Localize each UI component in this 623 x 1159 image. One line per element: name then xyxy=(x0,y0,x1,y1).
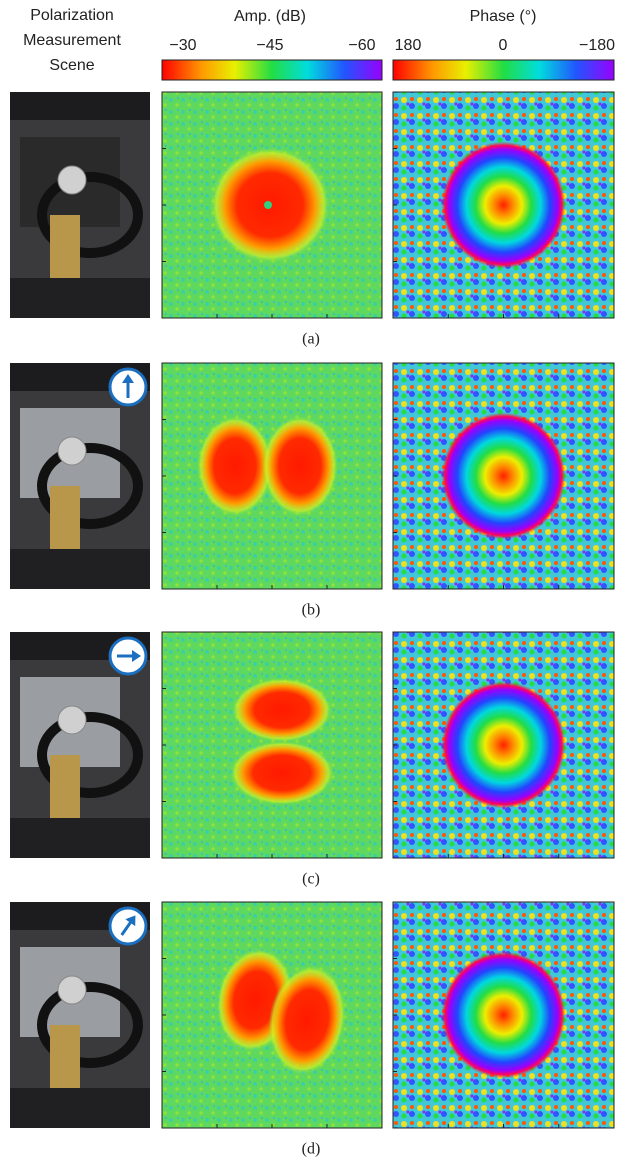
panel-row: (b) xyxy=(10,363,614,619)
colorbar-tick-label: −30 xyxy=(169,37,196,54)
amp-map xyxy=(162,902,382,1128)
photo-knob xyxy=(58,166,86,194)
panel-caption: (b) xyxy=(302,602,321,619)
phase-rings xyxy=(393,363,614,589)
photo-knob xyxy=(58,437,86,465)
amp-map xyxy=(162,632,382,858)
amp-lobe xyxy=(232,678,332,742)
scene-photo xyxy=(10,632,150,858)
photo-base xyxy=(10,278,150,318)
phase-rings xyxy=(393,902,614,1128)
amp-map xyxy=(162,363,382,589)
colorbar-tick-label: −60 xyxy=(348,37,375,54)
amp-lobe xyxy=(197,416,273,516)
phase-title: Phase (°) xyxy=(470,8,537,25)
photo-knob xyxy=(58,976,86,1004)
photo-base xyxy=(10,549,150,589)
phase-map xyxy=(393,363,614,589)
page: Polarization Measurement Scene Amp. (dB)… xyxy=(0,0,623,1159)
panel-row: (c) xyxy=(10,632,614,888)
colorbar-tick-label: 180 xyxy=(395,37,422,54)
amp-null xyxy=(264,201,272,209)
photo-knob xyxy=(58,706,86,734)
colorbar-tick-label: −45 xyxy=(256,37,283,54)
panel-caption: (c) xyxy=(302,871,320,888)
colorbar-tick-label: −180 xyxy=(579,37,615,54)
phase-rings xyxy=(393,92,614,318)
panel-caption: (a) xyxy=(302,331,320,348)
amp-map xyxy=(162,92,382,318)
figure: Polarization Measurement Scene Amp. (dB)… xyxy=(0,0,623,1159)
rows: (a) (b) (c) (d) xyxy=(10,92,614,1158)
phase-map xyxy=(393,902,614,1128)
panel-caption: (d) xyxy=(302,1141,321,1158)
scene-photo xyxy=(10,902,150,1128)
scene-title: Scene xyxy=(49,57,94,74)
scene-photo xyxy=(10,92,150,318)
scene-header: Polarization Measurement Scene xyxy=(23,7,121,74)
phase-rings xyxy=(393,632,614,858)
panel-row: (a) xyxy=(10,92,614,348)
amp-lobe xyxy=(262,416,338,516)
panel-row: (d) xyxy=(10,902,614,1158)
phase-map xyxy=(393,92,614,318)
amp-title: Amp. (dB) xyxy=(234,8,306,25)
phase-map xyxy=(393,632,614,858)
amp-lobe xyxy=(230,741,334,805)
photo-base xyxy=(10,818,150,858)
scene-title: Polarization xyxy=(30,7,114,24)
phase-colorbar xyxy=(393,60,614,80)
colorbar-tick-label: 0 xyxy=(499,37,508,54)
photo-rail xyxy=(10,92,150,120)
photo-base xyxy=(10,1088,150,1128)
amp-colorbar xyxy=(162,60,382,80)
scene-title: Measurement xyxy=(23,32,121,49)
scene-photo xyxy=(10,363,150,589)
